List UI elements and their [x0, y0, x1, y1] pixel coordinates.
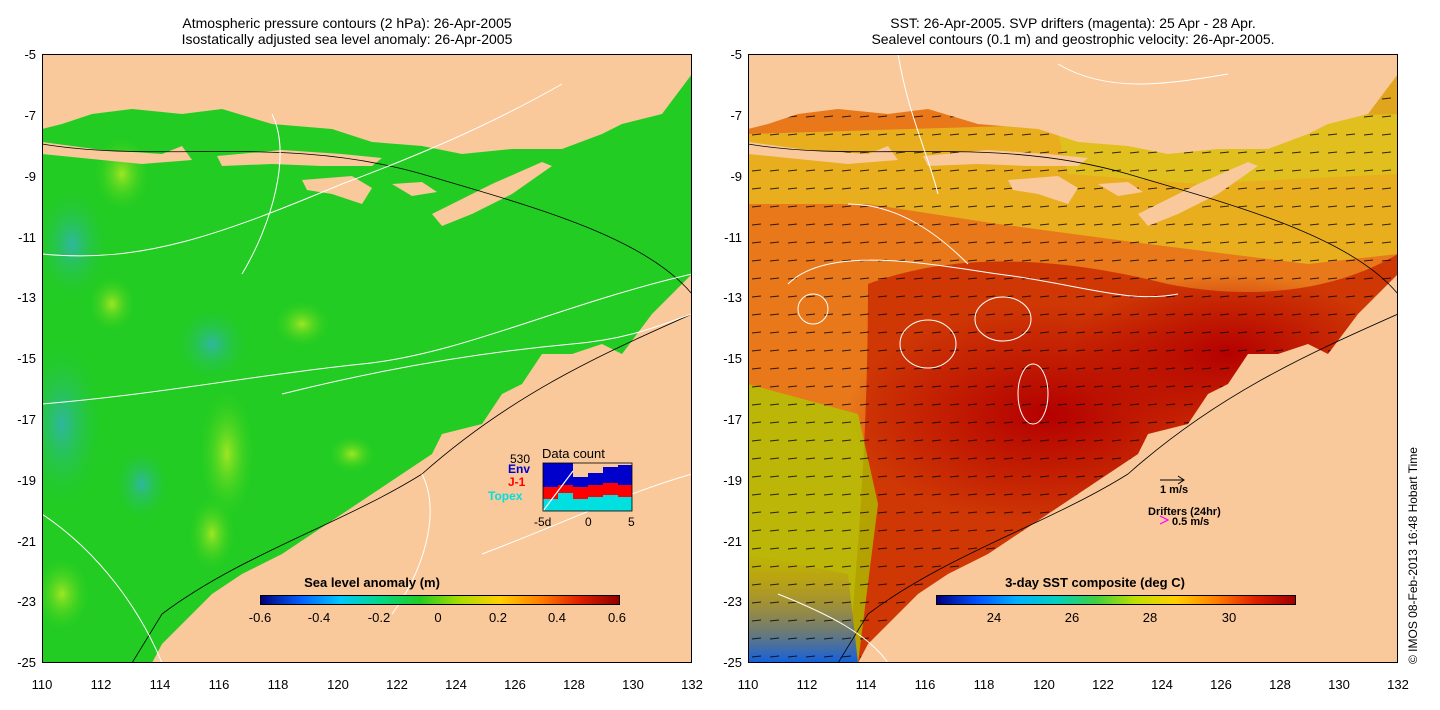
- sst-colorbar-title: 3-day SST composite (deg C): [1005, 575, 1185, 590]
- sea-level-anomaly-map: Data count 530 Env J-1 Topex -5d 0 5 Sea…: [42, 54, 692, 663]
- y-tick-label: -19: [17, 473, 36, 488]
- sst-colorbar-tick: 24: [986, 610, 1002, 625]
- sla-colorbar-tick: 0.6: [607, 610, 627, 625]
- x-tick-label: 120: [1033, 677, 1055, 692]
- sst-colorbar-tick: 28: [1142, 610, 1158, 625]
- x-tick-label: 116: [208, 677, 230, 692]
- right-title-line1: SST: 26-Apr-2005. SVP drifters (magenta)…: [890, 15, 1256, 31]
- right-title-line2: Sealevel contours (0.1 m) and geostrophi…: [871, 31, 1275, 47]
- x-tick-label: 110: [31, 677, 53, 692]
- data-count-inset: Data count 530 Env J-1 Topex -5d 0 5: [482, 439, 642, 529]
- data-count-tick-min: -5d: [534, 515, 552, 529]
- sla-colorbar-tick: -0.6: [248, 610, 272, 625]
- x-tick-label: 112: [796, 677, 818, 692]
- data-count-tick-zero: 0: [585, 515, 592, 529]
- mission-env-label: Env: [508, 462, 531, 476]
- y-tick-label: -25: [723, 655, 742, 670]
- sst-colorbar: [936, 595, 1296, 605]
- x-tick-label: 128: [563, 677, 585, 692]
- sla-colorbar-tick: -0.4: [307, 610, 331, 625]
- y-tick-label: -7: [730, 108, 742, 123]
- left-map-frame: [42, 54, 692, 663]
- sla-colorbar-title: Sea level anomaly (m): [304, 575, 440, 590]
- left-panel-title: Atmospheric pressure contours (2 hPa): 2…: [110, 15, 584, 47]
- left-title-line1: Atmospheric pressure contours (2 hPa): 2…: [182, 15, 512, 31]
- x-tick-label: 124: [1151, 677, 1173, 692]
- x-tick-label: 128: [1269, 677, 1291, 692]
- x-tick-label: 132: [681, 677, 703, 692]
- y-tick-label: -23: [723, 594, 742, 609]
- right-map-frame: [748, 54, 1398, 663]
- sla-colorbar-tick: 0.4: [547, 610, 567, 625]
- x-tick-label: 114: [855, 677, 877, 692]
- left-title-line2: Isostatically adjusted sea level anomaly…: [181, 31, 513, 47]
- data-count-max: 530: [510, 452, 531, 466]
- x-tick-label: 112: [90, 677, 112, 692]
- x-tick-label: 110: [737, 677, 759, 692]
- mission-topex-label: Topex: [488, 489, 523, 503]
- y-tick-label: -13: [723, 290, 742, 305]
- y-tick-label: -7: [24, 108, 36, 123]
- x-tick-label: 118: [973, 677, 995, 692]
- x-tick-label: 116: [914, 677, 936, 692]
- x-tick-label: 126: [1210, 677, 1232, 692]
- x-tick-label: 124: [445, 677, 467, 692]
- y-tick-label: -5: [24, 47, 36, 62]
- y-tick-label: -15: [17, 351, 36, 366]
- right-panel-title: SST: 26-Apr-2005. SVP drifters (magenta)…: [748, 15, 1398, 47]
- x-tick-label: 132: [1387, 677, 1409, 692]
- x-tick-label: 130: [1328, 677, 1350, 692]
- x-tick-label: 126: [504, 677, 526, 692]
- x-tick-label: 120: [327, 677, 349, 692]
- y-tick-label: -21: [723, 534, 742, 549]
- sst-colorbar-tick: 26: [1064, 610, 1080, 625]
- data-count-title: Data count: [542, 446, 605, 461]
- y-tick-label: -9: [24, 169, 36, 184]
- velocity-scale-label: 1 m/s: [1160, 484, 1189, 496]
- y-tick-label: -11: [724, 230, 742, 245]
- y-tick-label: -11: [18, 230, 36, 245]
- sla-colorbar: [260, 595, 620, 605]
- sla-colorbar-tick: 0.2: [488, 610, 508, 625]
- x-tick-label: 118: [267, 677, 289, 692]
- y-tick-label: -17: [723, 412, 742, 427]
- drifter-legend-label: Drifters (24hr): [1148, 506, 1221, 518]
- y-tick-label: -5: [730, 47, 742, 62]
- sla-colorbar-tick: -0.2: [367, 610, 391, 625]
- data-count-tick-max: 5: [628, 515, 635, 529]
- x-tick-label: 130: [622, 677, 644, 692]
- y-tick-label: -9: [730, 169, 742, 184]
- y-tick-label: -17: [17, 412, 36, 427]
- x-tick-label: 122: [386, 677, 408, 692]
- y-tick-label: -21: [17, 534, 36, 549]
- data-count-histogram: [542, 462, 633, 512]
- imos-credit: © IMOS 08-Feb-2013 16:48 Hobart Time: [1406, 447, 1420, 664]
- drifter-scale-label: 0.5 m/s: [1172, 516, 1210, 528]
- sst-map: 1 m/s Drifters (24hr) 0.5 m/s 3-day SST …: [748, 54, 1398, 663]
- y-tick-label: -25: [17, 655, 36, 670]
- x-tick-label: 114: [149, 677, 171, 692]
- mission-j1-label: J-1: [508, 475, 526, 489]
- x-tick-label: 122: [1092, 677, 1114, 692]
- y-tick-label: -13: [17, 290, 36, 305]
- y-tick-label: -19: [723, 473, 742, 488]
- y-tick-label: -23: [17, 594, 36, 609]
- sla-colorbar-tick: 0: [434, 610, 442, 625]
- sst-colorbar-tick: 30: [1221, 610, 1237, 625]
- y-tick-label: -15: [723, 351, 742, 366]
